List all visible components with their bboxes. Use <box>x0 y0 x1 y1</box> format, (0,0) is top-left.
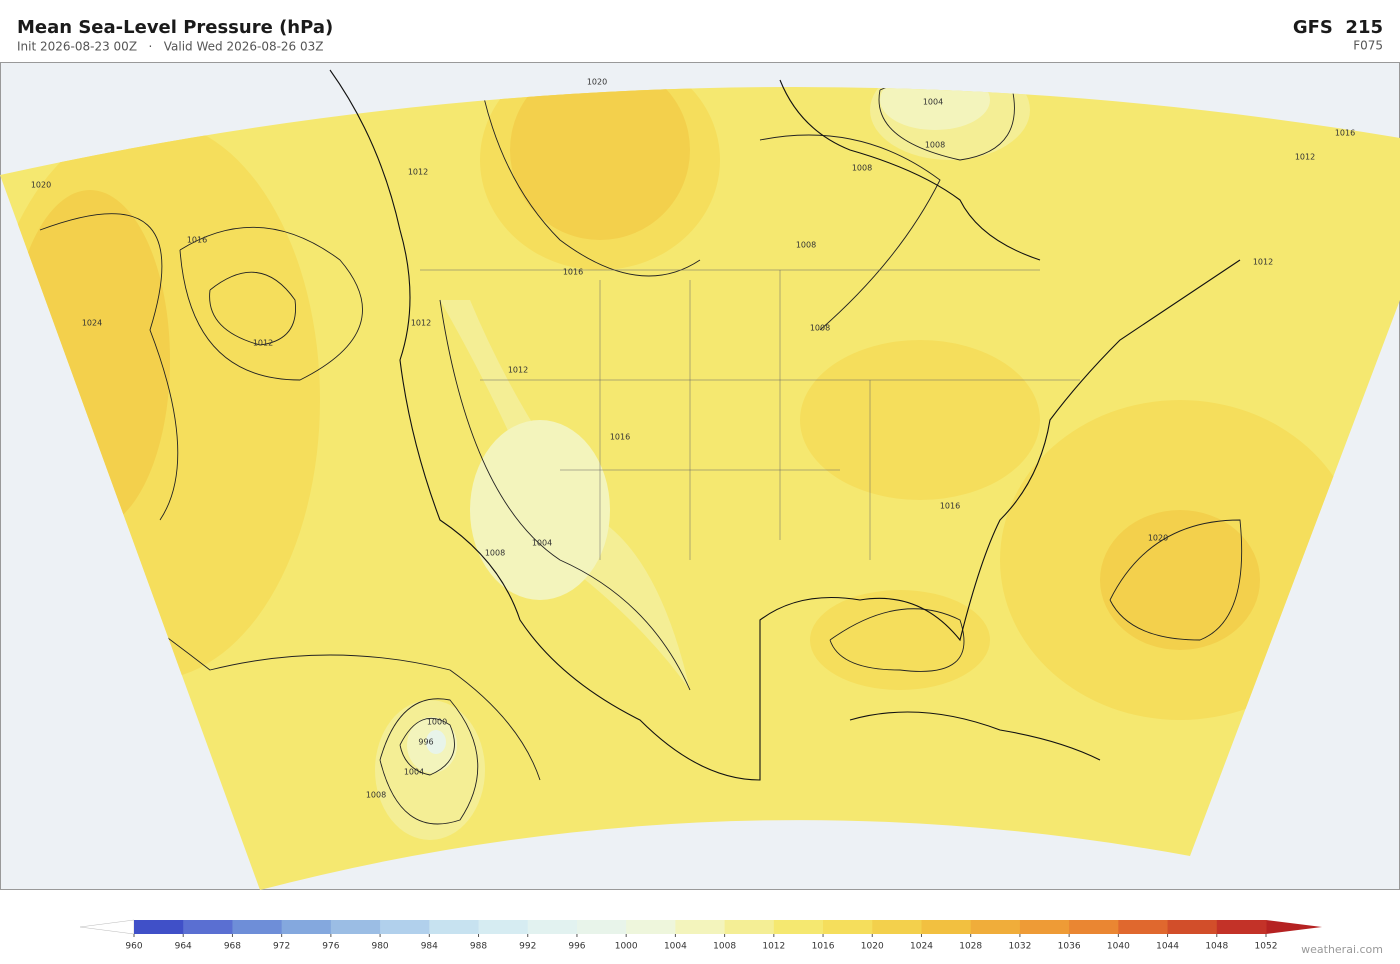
colorbar-bin <box>724 920 775 934</box>
colorbar-tick-label: 1004 <box>664 942 687 952</box>
colorbar-bin <box>183 920 233 934</box>
colorbar-bin <box>380 920 430 934</box>
colorbar-bin <box>773 920 824 934</box>
colorbar-tick-label: 964 <box>175 942 192 952</box>
contour-label: 1012 <box>411 319 431 328</box>
colorbar-tick-label: 1040 <box>1107 942 1130 952</box>
colorbar-tick-label: 976 <box>322 942 339 952</box>
pressure-region <box>1100 510 1260 650</box>
colorbar-bin <box>921 920 972 934</box>
colorbar-tick-label: 968 <box>224 942 241 952</box>
colorbar-tick-label: 1016 <box>812 942 835 952</box>
colorbar-tick-label: 1048 <box>1205 942 1228 952</box>
colorbar-tick-label: 988 <box>470 942 487 952</box>
pressure-region <box>800 340 1040 500</box>
contour-label: 1004 <box>404 768 424 777</box>
colorbar-bin <box>1118 920 1169 934</box>
colorbar-bin <box>281 920 332 934</box>
colorbar-bin <box>134 920 184 934</box>
contour-label: 1004 <box>532 539 552 548</box>
contour-label: 1016 <box>940 502 960 511</box>
contour-label: 1012 <box>1253 258 1273 267</box>
contour-label: 1020 <box>31 181 51 190</box>
colorbar-bin <box>872 920 922 934</box>
contour-label: 1020 <box>587 78 607 87</box>
contour-label: 1016 <box>610 433 630 442</box>
colorbar-tick-label: 996 <box>568 942 585 952</box>
contour-label: 1008 <box>485 549 505 558</box>
colorbar-under <box>79 919 135 935</box>
colorbar-bin <box>970 920 1021 934</box>
colorbar-bin <box>330 920 381 934</box>
colorbar-over <box>1266 920 1322 934</box>
contour-label: 996 <box>418 738 433 747</box>
contour-label: 1012 <box>1295 153 1315 162</box>
contour-label: 1012 <box>253 339 273 348</box>
colorbar-bin <box>576 920 627 934</box>
colorbar-bin <box>232 920 283 934</box>
colorbar-tick-label: 1028 <box>959 942 982 952</box>
contour-label: 1012 <box>508 366 528 375</box>
pressure-region <box>426 730 446 754</box>
colorbar-tick-label: 1012 <box>762 942 785 952</box>
contour-label: 1016 <box>187 236 207 245</box>
colorbar: 960 964 968 972 976 980 984 988 992 996 1000 1004 10… <box>79 919 1322 952</box>
watermark: weatherai.com <box>1301 943 1383 956</box>
colorbar-tick-label: 1032 <box>1008 942 1031 952</box>
contour-label: 1020 <box>1148 534 1168 543</box>
pressure-region <box>810 590 990 690</box>
colorbar-bin <box>1216 920 1267 934</box>
colorbar-bin <box>675 920 726 934</box>
contour-label: 1008 <box>810 324 830 333</box>
contour-label: 1016 <box>1335 129 1355 138</box>
contour-labels: 1020 1004 1008 1016 1012 1020 1016 1012 1008 1008… <box>31 78 1355 800</box>
colorbar-bin <box>823 920 873 934</box>
contour-label: 1012 <box>408 168 428 177</box>
contour-label: 1008 <box>852 164 872 173</box>
colorbar-bin <box>1069 920 1119 934</box>
colorbar-tick-label: 992 <box>519 942 536 952</box>
colorbar-tick-label: 1052 <box>1255 942 1278 952</box>
pressure-region <box>880 86 990 130</box>
colorbar-tick-label: 1024 <box>910 942 933 952</box>
colorbar-tick-label: 1008 <box>713 942 736 952</box>
colorbar-tick-label: 1020 <box>861 942 884 952</box>
title: Mean Sea-Level Pressure (hPa) <box>17 17 333 38</box>
colorbar-bin <box>478 920 529 934</box>
contour-label: 1008 <box>925 141 945 150</box>
borders <box>420 269 1080 560</box>
colorbar-tick-label: 1044 <box>1156 942 1179 952</box>
contour-label: 1024 <box>82 319 102 328</box>
colorbar-tick-label: 960 <box>125 942 142 952</box>
pressure-region <box>510 86 690 240</box>
colorbar-tick-label: 1036 <box>1058 942 1081 952</box>
subtitle: Init 2026-08-23 00Z · Valid Wed 2026-08-… <box>17 40 324 54</box>
contour-label: 1000 <box>427 718 447 727</box>
colorbar-bin <box>527 920 578 934</box>
colorbar-bin <box>429 920 480 934</box>
coastlines <box>329 69 1241 781</box>
colorbar-bin <box>1167 920 1218 934</box>
colorbar-tick-label: 1000 <box>615 942 638 952</box>
colorbar-tick-label: 984 <box>421 942 438 952</box>
forecast-hour: F075 <box>1353 39 1383 53</box>
colorbar-tick-label: 980 <box>371 942 388 952</box>
contour-label: 1016 <box>563 268 583 277</box>
contour-label: 1008 <box>796 241 816 250</box>
colorbar-bin <box>626 920 676 934</box>
colorbar-bin <box>1019 920 1070 934</box>
pressure-region <box>470 420 610 600</box>
contour-label: 1004 <box>923 98 943 107</box>
colorbar-tick-label: 972 <box>273 942 290 952</box>
model: GFS 215 <box>1293 17 1383 38</box>
contour-label: 1008 <box>366 791 386 800</box>
